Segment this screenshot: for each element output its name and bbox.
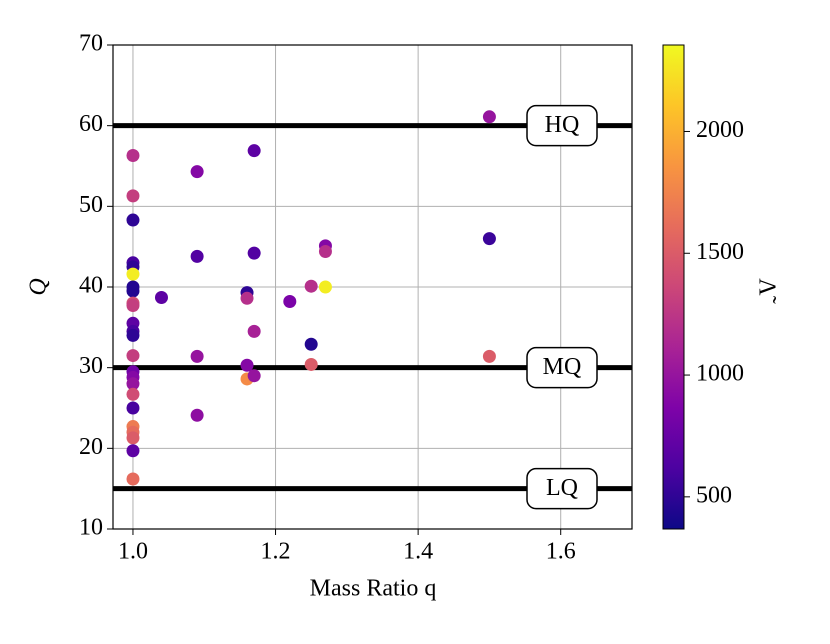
point [126, 472, 140, 486]
point [126, 149, 140, 163]
colorbar-label: Λ̃ [753, 278, 779, 303]
y-tick-label: 70 [79, 31, 103, 57]
point [126, 444, 140, 458]
point [126, 431, 140, 445]
x-tick-label: 1.4 [403, 539, 433, 565]
point [247, 369, 261, 383]
threshold-label: MQ [543, 354, 582, 380]
point [154, 290, 168, 304]
threshold-box [526, 467, 598, 510]
point [482, 232, 496, 246]
point [190, 408, 204, 422]
y-tick-label: 20 [79, 434, 103, 460]
colorbar-tick-label: 1000 [696, 361, 744, 387]
point [247, 144, 261, 158]
colorbar-tick-label: 2000 [696, 117, 744, 143]
point [240, 358, 254, 372]
point [126, 349, 140, 363]
x-tick-label: 1.2 [261, 539, 291, 565]
point [318, 245, 332, 259]
point [190, 249, 204, 263]
x-tick-label: 1.0 [118, 539, 148, 565]
y-tick-label: 30 [79, 353, 103, 379]
threshold-label: HQ [545, 112, 580, 138]
y-tick-label: 10 [79, 515, 103, 541]
point [126, 189, 140, 203]
x-axis-label: Mass Ratio q [310, 576, 437, 602]
point [318, 280, 332, 294]
x-tick-label: 1.6 [546, 539, 576, 565]
point [283, 295, 297, 309]
threshold-box [526, 346, 598, 389]
point [126, 401, 140, 415]
point [126, 299, 140, 313]
point [126, 267, 140, 281]
point [482, 349, 496, 363]
point [190, 349, 204, 363]
y-tick-label: 60 [79, 111, 103, 137]
y-tick-label: 50 [79, 192, 103, 218]
point [190, 165, 204, 179]
point [126, 377, 140, 391]
colorbar [662, 44, 685, 530]
point [247, 324, 261, 338]
point [304, 337, 318, 351]
threshold-box [526, 104, 598, 147]
threshold-label: LQ [546, 475, 578, 501]
point [247, 246, 261, 260]
point [304, 279, 318, 293]
point [126, 328, 140, 342]
plot-frame [112, 44, 633, 530]
colorbar-tick-label: 1500 [696, 239, 744, 265]
y-tick-label: 40 [79, 273, 103, 299]
point [126, 213, 140, 227]
point [304, 357, 318, 371]
point [126, 284, 140, 298]
colorbar-tick-label: 500 [696, 482, 732, 508]
point [126, 387, 140, 401]
y-axis-label: Q [26, 278, 52, 295]
point [240, 291, 254, 305]
point [482, 110, 496, 124]
